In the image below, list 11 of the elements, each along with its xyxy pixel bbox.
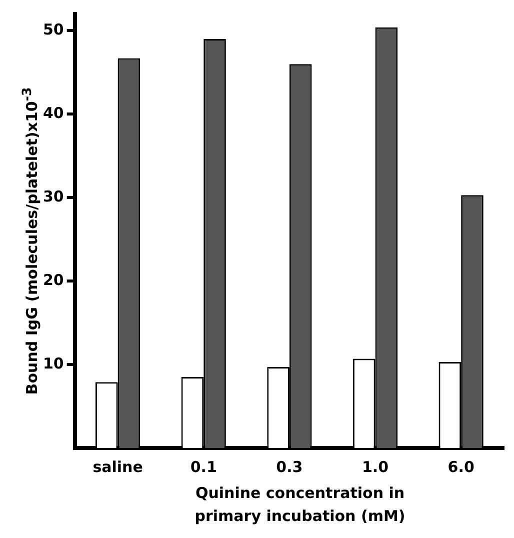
x-tick-label: 1.0 (362, 458, 389, 476)
y-tick-label: 10 (43, 354, 64, 372)
x-tick-label: 0.3 (276, 458, 303, 476)
x-tick-label: 6.0 (448, 458, 474, 476)
x-tick-label: 0.1 (190, 458, 217, 476)
y-tick-label: 50 (43, 20, 64, 39)
y-tick-label: 20 (43, 270, 64, 289)
x-tick-label: saline (92, 458, 143, 476)
y-tick-label: 40 (43, 104, 64, 122)
y-tick-label: 30 (43, 188, 64, 206)
x-axis-title: Quinine concentration in primary incubation (mM) (194, 483, 406, 527)
